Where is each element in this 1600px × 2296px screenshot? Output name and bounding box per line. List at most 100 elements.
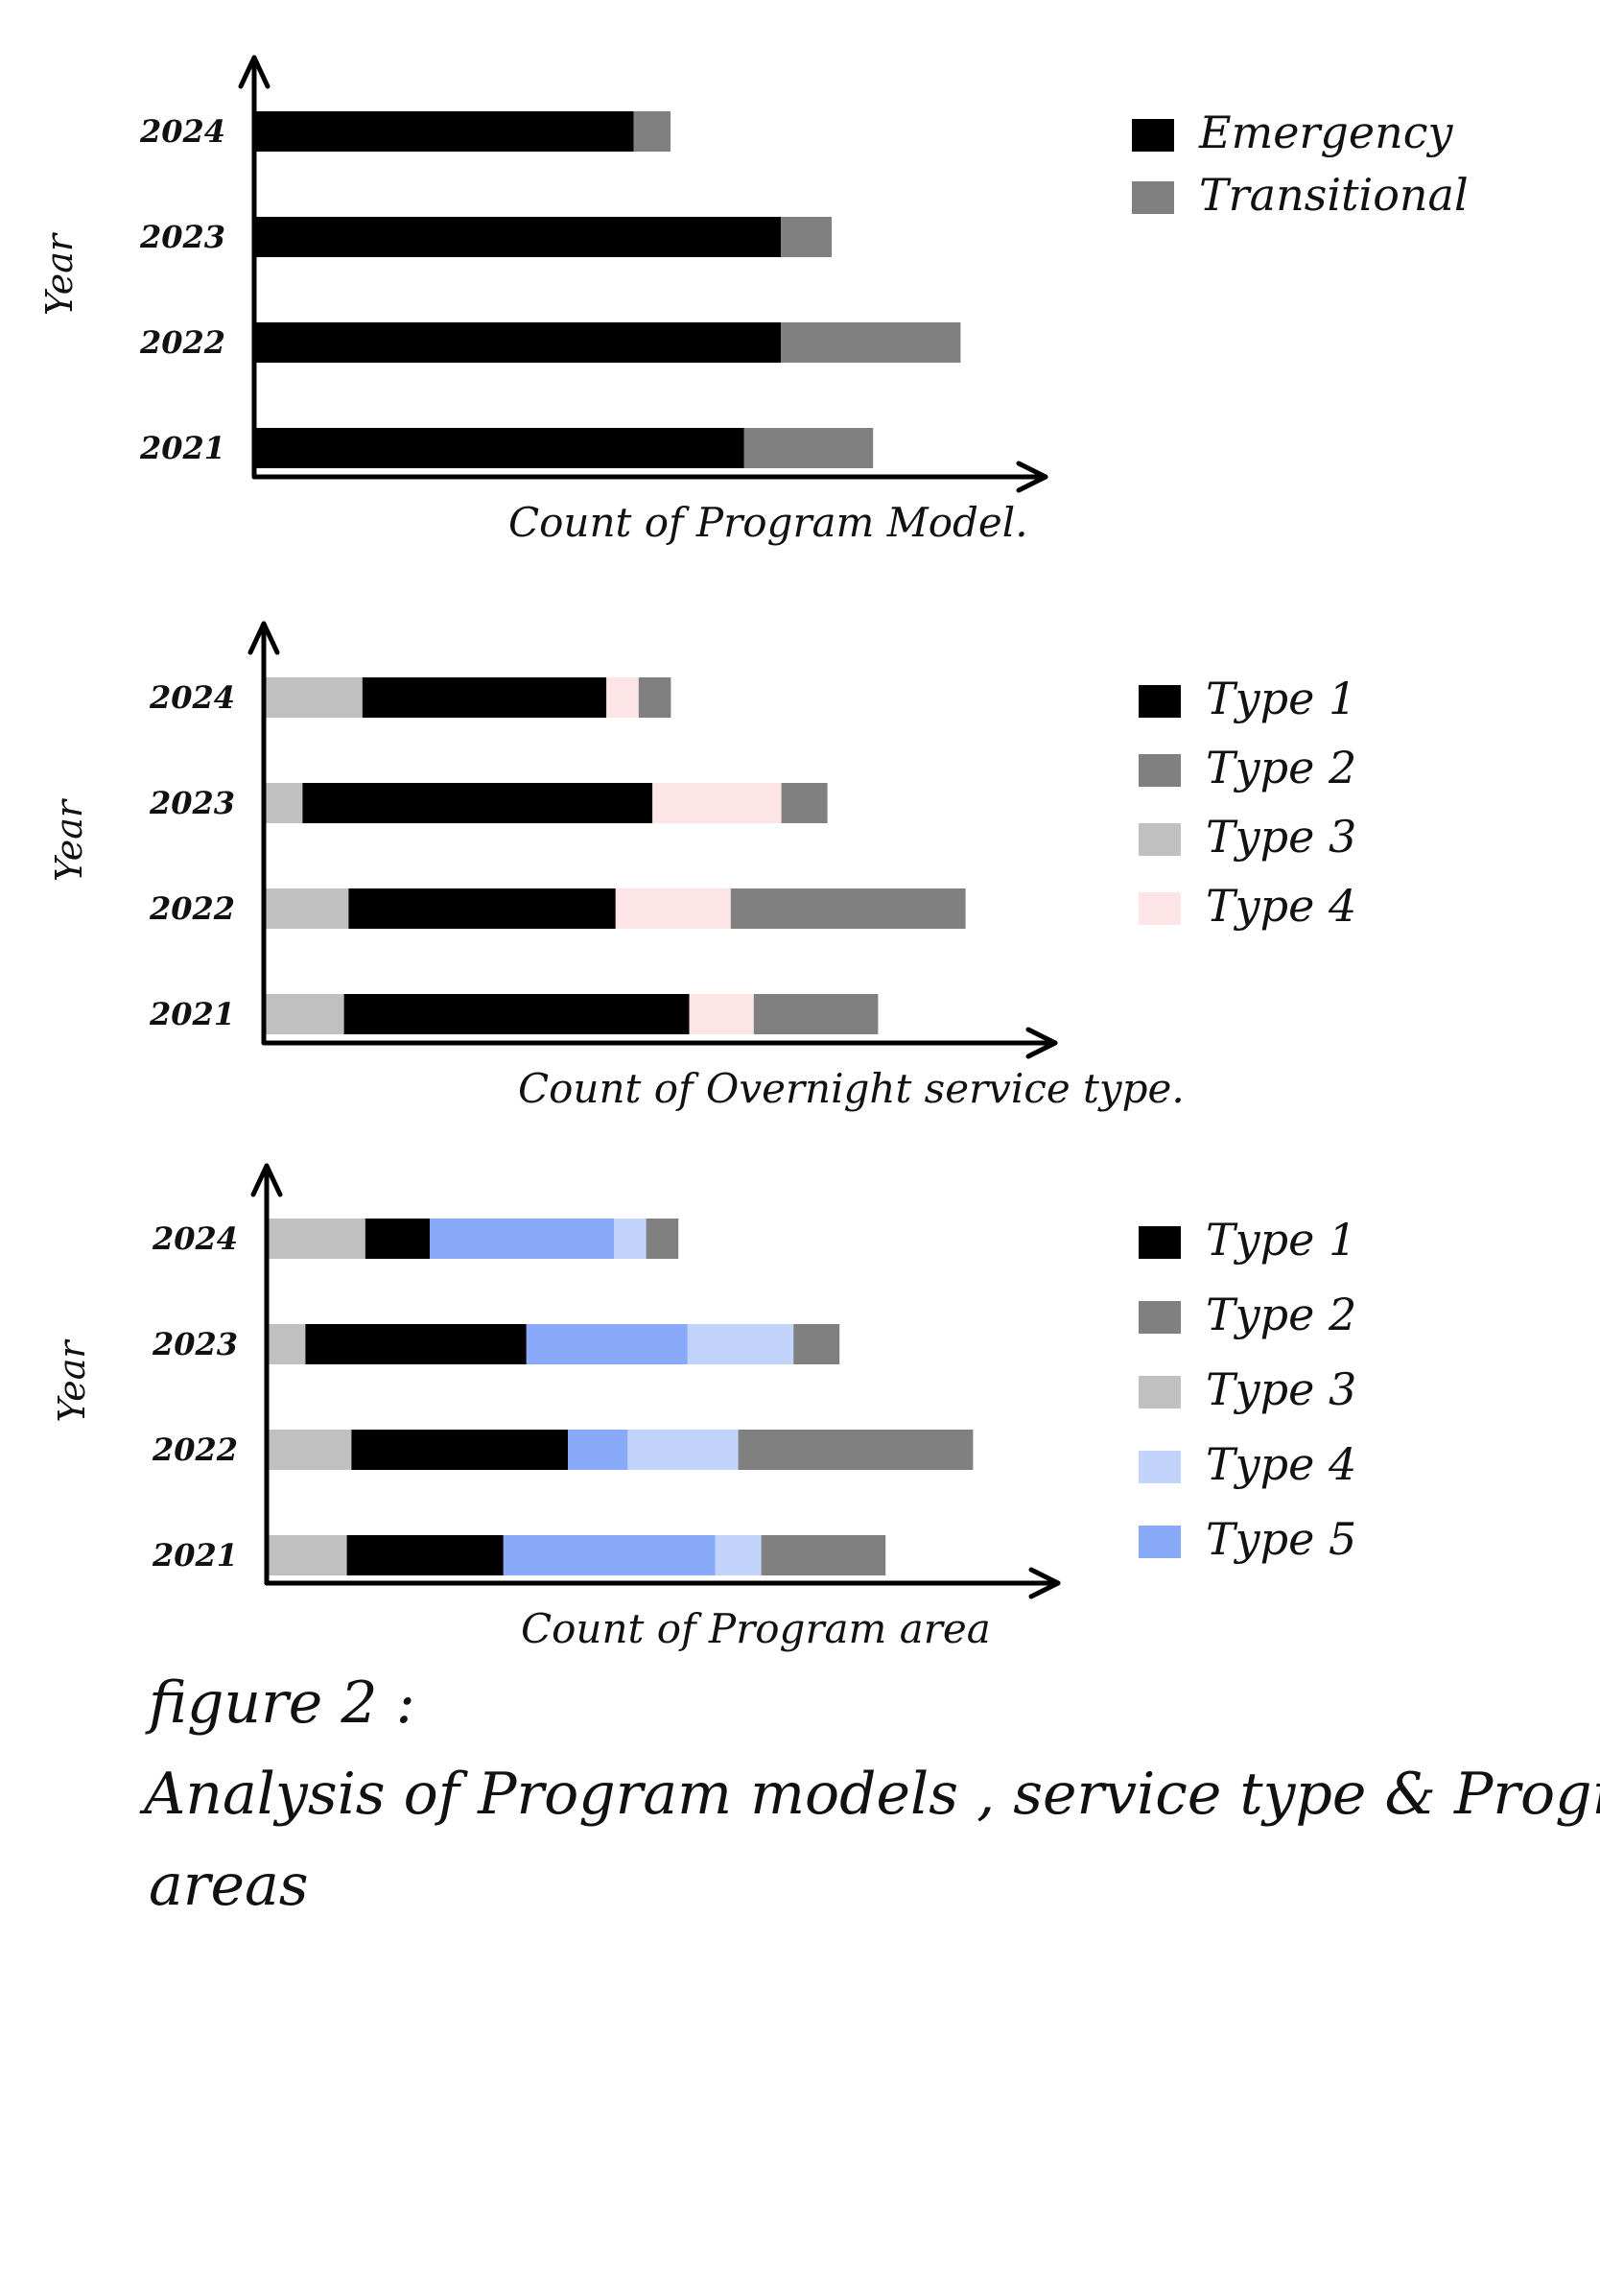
legend-label-transitional: Transitional [1199,169,1469,221]
legend-swatch-type-5 [1139,1526,1181,1558]
legend-swatch-type-3 [1139,1376,1181,1408]
bar-2024-emergency [256,111,634,152]
bar-2022-transitional [781,322,961,363]
bar-2024-type-5 [430,1219,614,1259]
bar-2022-type-5 [568,1430,628,1470]
legend-label-type-3: Type 3 [1206,1363,1356,1415]
bar-2022-type-4 [615,888,731,929]
bar-2021-transitional [743,428,874,468]
y-tick-label-2021: 2021 [149,996,235,1032]
x-axis-arrowhead [1016,461,1048,493]
bar-2024-type-1 [362,677,607,718]
legend-swatch-transitional [1132,181,1174,214]
bar-2023-transitional [781,217,832,257]
legend-label-type-2: Type 2 [1206,742,1356,793]
legend-label-type-1: Type 1 [1206,1214,1356,1266]
y-axis-arrowhead [238,55,271,89]
legend-swatch-type-4 [1139,1451,1181,1483]
figure-caption: figure 2 : Analysis of Program models , … [139,1669,1600,1919]
legend-swatch-type-2 [1139,1301,1181,1334]
y-axis-label: Year [51,1338,93,1423]
legend-label-type-4: Type 4 [1206,880,1356,932]
bar-2021-type-1 [343,994,690,1034]
chart-1: 2024 2023 2022 2021 Count of Program Model. Y… [38,55,1469,546]
legend-swatch-type-1 [1139,685,1181,718]
legend-swatch-emergency [1132,119,1174,152]
legend: Type 1 Type 2 Type 3 Type 4 Type 5 [1139,1214,1356,1565]
y-axis-label: Year [38,231,81,316]
y-axis-arrowhead [250,1163,283,1197]
bar-2021-emergency [256,428,744,468]
y-tick-label-2022: 2022 [152,1432,238,1468]
y-tick-label-2023: 2023 [149,785,235,821]
y-tick-label-2024: 2024 [152,1220,238,1257]
bar-2024-type-2 [646,1219,679,1259]
legend-label-type-5: Type 5 [1206,1513,1356,1565]
bar-2022-type-1 [348,888,616,929]
x-axis-label: Count of Overnight service type. [518,1065,1185,1112]
y-tick-label-2021: 2021 [139,430,225,466]
x-axis-label: Count of Program Model. [508,499,1028,546]
bar-2022-emergency [256,322,782,363]
bar-2021-type-4 [715,1535,762,1575]
bar-2023-type-3 [266,783,303,823]
bar-2024-type-3 [266,677,363,718]
bar-2024-type-1 [365,1219,430,1259]
x-axis-arrowhead [1025,1027,1058,1059]
bar-2024-type-4 [606,677,639,718]
y-tick-label-2023: 2023 [152,1326,238,1362]
bar-2023-type-1 [305,1324,527,1364]
y-tick-label-2021: 2021 [152,1537,238,1574]
bar-2024-type-4 [614,1219,647,1259]
bar-2021-type-3 [266,994,344,1034]
bar-2023-type-1 [302,783,653,823]
legend-swatch-type-4 [1139,892,1181,925]
legend-swatch-type-2 [1139,754,1181,787]
caption-title-line1: Analysis of Program models , service typ… [139,1761,1600,1828]
y-axis-label: Year [48,797,90,882]
bar-2023-type-2 [781,783,828,823]
legend-label-emergency: Emergency [1198,107,1453,158]
bar-2023-type-2 [793,1324,840,1364]
chart-3: 2024 2023 2022 2021 Count of Program area Yea… [51,1163,1356,1652]
chart-2: 2024 2023 2022 2021 Count of Overnight servi… [48,621,1356,1112]
x-axis-arrowhead [1028,1567,1061,1599]
bar-2023-type-5 [526,1324,688,1364]
bar-2023-emergency [256,217,782,257]
bar-2021-type-2 [761,1535,886,1575]
y-axis-arrowhead [247,621,280,655]
caption-title-line2: areas [149,1852,309,1919]
bar-2022-type-3 [266,888,349,929]
bar-2021-type-1 [346,1535,504,1575]
bar-2022-type-3 [269,1430,352,1470]
bar-2022-type-4 [627,1430,739,1470]
bar-2023-type-4 [652,783,782,823]
legend-label-type-3: Type 3 [1206,811,1356,863]
bar-2024-type-3 [269,1219,365,1259]
bar-2021-type-4 [689,994,754,1034]
bar-2024-transitional [633,111,671,152]
y-tick-label-2023: 2023 [139,219,225,255]
legend-label-type-4: Type 4 [1206,1438,1356,1490]
x-axis-label: Count of Program area [521,1605,991,1652]
bar-2024-type-2 [638,677,671,718]
y-tick-label-2024: 2024 [139,113,225,150]
bar-2022-type-2 [738,1430,974,1470]
legend-label-type-1: Type 1 [1206,673,1356,724]
caption-figure-number: figure 2 : [145,1669,415,1737]
legend: Type 1 Type 2 Type 3 Type 4 [1139,673,1356,932]
bar-2021-type-2 [753,994,879,1034]
bar-2023-type-4 [687,1324,794,1364]
y-tick-label-2022: 2022 [139,324,225,361]
y-tick-label-2024: 2024 [149,679,235,716]
bar-2023-type-3 [269,1324,306,1364]
bar-2022-type-1 [351,1430,568,1470]
bar-2021-type-3 [269,1535,347,1575]
bar-2022-type-2 [730,888,966,929]
legend: Emergency Transitional [1132,107,1469,221]
legend-swatch-type-1 [1139,1226,1181,1259]
y-tick-label-2022: 2022 [149,890,235,927]
legend-swatch-type-3 [1139,823,1181,856]
